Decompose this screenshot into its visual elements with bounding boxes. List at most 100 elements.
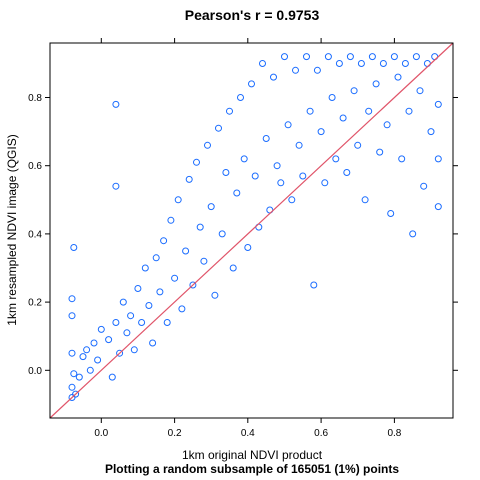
data-point [325,54,331,60]
y-axis-ticks: 0.0 0.2 0.4 0.6 0.8 [28,93,458,377]
data-point [194,159,200,165]
data-point [172,275,178,281]
data-point [318,129,324,135]
data-point [230,265,236,271]
data-point [402,61,408,67]
data-point [124,330,130,336]
data-point [395,74,401,80]
reference-line [50,43,453,418]
data-point [282,54,288,60]
data-point [113,183,119,189]
data-point [373,81,379,87]
data-point [366,108,372,114]
y-tick-label: 0.8 [28,93,42,104]
data-point [223,170,229,176]
data-point [304,54,310,60]
data-point [71,371,77,377]
data-point [435,101,441,107]
x-tick-label: 0.6 [314,428,328,439]
data-point [278,180,284,186]
data-point [289,197,295,203]
data-point [391,54,397,60]
data-point [76,374,82,380]
y-tick-label: 0.4 [28,229,42,240]
data-point [245,245,251,251]
data-point [351,88,357,94]
data-point [146,303,152,309]
data-point [69,350,75,356]
data-point [131,347,137,353]
data-point [186,176,192,182]
data-point [106,337,112,343]
data-point [153,255,159,261]
data-point [344,170,350,176]
data-point [113,320,119,326]
data-point [212,292,218,298]
data-point [219,231,225,237]
data-point [421,183,427,189]
data-point [98,326,104,332]
data-point [69,296,75,302]
data-point [113,101,119,107]
data-point [260,61,266,67]
data-point [274,163,280,169]
x-axis-label: 1km original NDVI product [182,448,323,462]
chart-subtitle: Plotting a random subsample of 165051 (1… [105,462,399,476]
data-point [388,211,394,217]
data-point [329,95,335,101]
x-tick-label: 0.2 [168,428,182,439]
data-point [285,122,291,128]
data-point [347,54,353,60]
y-axis-label: 1km resampled NDVI image (QGIS) [5,134,19,325]
data-point [168,217,174,223]
x-tick-label: 0.8 [387,428,401,439]
data-point [369,54,375,60]
chart-title: Pearson's r = 0.9753 [185,7,320,23]
data-point [406,108,412,114]
data-point [234,190,240,196]
data-point [271,74,277,80]
data-point [399,156,405,162]
data-point [377,149,383,155]
data-point [263,136,269,142]
data-point [69,384,75,390]
y-tick-label: 0.6 [28,161,42,172]
data-point [413,54,419,60]
data-point [197,224,203,230]
data-point [69,313,75,319]
x-axis-ticks: 0.0 0.2 0.4 0.6 0.8 [94,38,401,439]
data-point [179,306,185,312]
data-point [227,108,233,114]
data-point [314,67,320,73]
data-point [384,122,390,128]
data-point [336,61,342,67]
x-tick-label: 0.0 [94,428,108,439]
data-point [362,197,368,203]
data-point [435,156,441,162]
data-point [128,313,134,319]
data-point [120,299,126,305]
data-point [241,156,247,162]
data-point [80,354,86,360]
y-tick-label: 0.2 [28,298,42,309]
data-point [410,231,416,237]
data-point [95,357,101,363]
data-point [300,173,306,179]
data-point [238,95,244,101]
y-tick-label: 0.0 [28,366,42,377]
data-point [252,173,258,179]
data-point [91,340,97,346]
data-point [340,115,346,121]
data-point [322,180,328,186]
data-point [249,81,255,87]
data-point [157,289,163,295]
reference-line-group [50,43,453,418]
data-point [380,61,386,67]
data-point [135,286,141,292]
data-point [109,374,115,380]
data-point [417,88,423,94]
data-point [296,142,302,148]
data-point [311,282,317,288]
data-point [139,320,145,326]
